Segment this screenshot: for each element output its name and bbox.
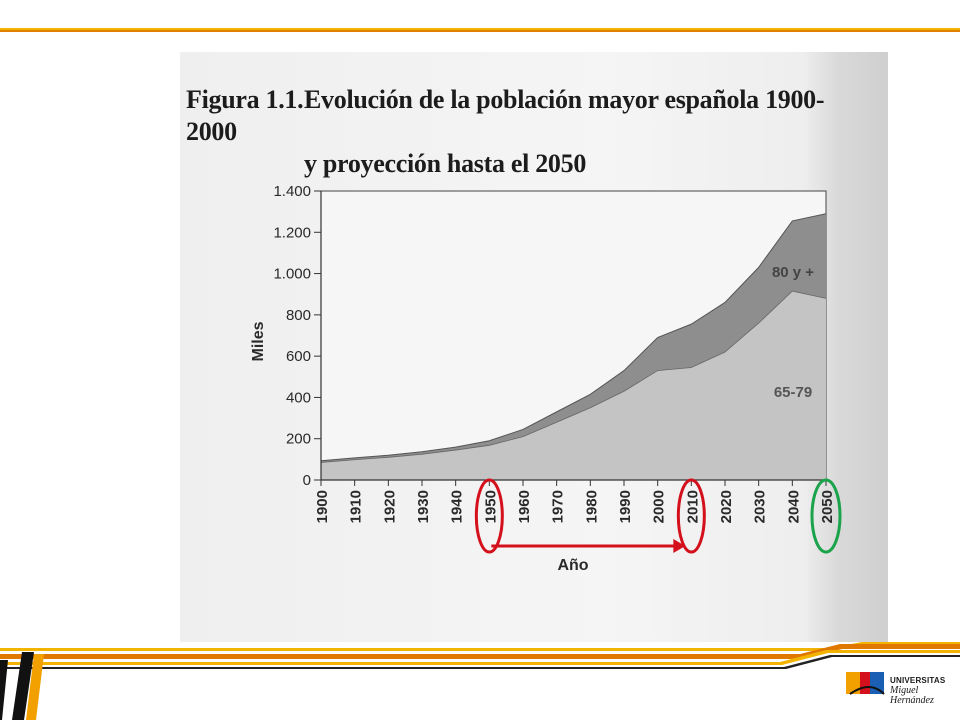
series-label-80-y-mas: 80 y + [772, 264, 814, 281]
x-tick-label: 2040 [785, 490, 802, 523]
figure-title: Figura 1.1.Evolución de la población may… [186, 84, 846, 180]
x-tick-label: 2000 [651, 490, 668, 523]
x-tick-label: 1990 [617, 490, 634, 523]
y-tick-label: 600 [286, 348, 311, 365]
series-label-65-79: 65-79 [774, 384, 812, 401]
x-axis-label: Año [557, 557, 588, 574]
top-rule [0, 28, 960, 32]
logo-icon [846, 672, 885, 695]
highlight-circle-red [474, 478, 504, 554]
x-tick-label: 1920 [381, 490, 398, 523]
y-tick-label: 0 [303, 472, 311, 489]
area-series-65-79 [321, 291, 826, 480]
x-tick-label: 1980 [583, 490, 600, 523]
x-tick-label: 1900 [314, 490, 331, 523]
area-series-80-y-mas [321, 213, 826, 463]
line-total [320, 213, 827, 462]
highlight-circle-green [810, 478, 842, 554]
footer-slash-edge [0, 660, 8, 720]
figure-title-line2: y proyección hasta el 2050 [304, 149, 587, 178]
figure-number: Figura 1.1. [186, 85, 304, 114]
university-logo: UNIVERSITAS Miguel Hernández [890, 676, 960, 706]
footer-slash-orange [26, 654, 44, 720]
footer-stripe-orange [0, 644, 960, 659]
footer-stripe-yellow-2 [0, 650, 960, 665]
y-tick-label: 1.200 [273, 224, 311, 241]
y-tick-label: 800 [286, 307, 311, 324]
y-tick-label: 1.400 [273, 183, 311, 200]
x-tick-label: 1940 [449, 490, 466, 523]
y-tick-label: 1.000 [273, 266, 311, 283]
logo-line1: UNIVERSITAS [890, 676, 946, 685]
highlight-circle-red [676, 478, 706, 554]
x-tick-label: 2050 [819, 490, 836, 523]
x-tick-label: 1950 [482, 490, 499, 523]
footer-band [0, 642, 960, 720]
x-tick-label: 2020 [718, 490, 735, 523]
footer-stripe-yellow [0, 642, 960, 651]
logo-line2: Miguel [890, 685, 919, 696]
logo-line3: Hernández [890, 695, 934, 706]
figure-title-line1: Evolución de la población mayor española… [186, 85, 825, 146]
x-tick-label: 1910 [348, 490, 365, 523]
line-65-79 [320, 290, 827, 463]
x-tick-label: 2010 [684, 490, 701, 523]
x-tick-label: 1960 [516, 490, 533, 523]
highlight-arrow-head [673, 539, 686, 553]
x-tick-label: 1970 [550, 490, 567, 523]
x-tick-label: 2030 [752, 490, 769, 523]
y-tick-label: 400 [286, 389, 311, 406]
footer-slash-left [12, 652, 34, 720]
x-tick-label: 1930 [415, 490, 432, 523]
footer-stripe-dark [0, 655, 960, 669]
y-axis-label: Miles [250, 321, 267, 361]
y-tick-label: 200 [286, 431, 311, 448]
